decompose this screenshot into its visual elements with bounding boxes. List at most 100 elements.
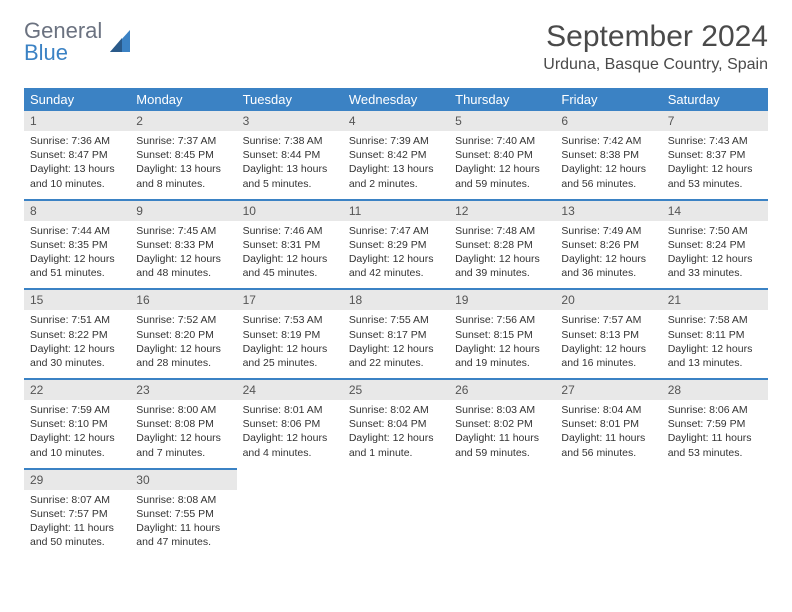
daylight-line1: Daylight: 12 hours — [243, 252, 337, 266]
day-cell: Sunrise: 7:38 AMSunset: 8:44 PMDaylight:… — [237, 131, 343, 200]
daylight-line2: and 59 minutes. — [455, 177, 549, 191]
day-cell — [555, 490, 661, 558]
day-cell: Sunrise: 7:59 AMSunset: 8:10 PMDaylight:… — [24, 400, 130, 469]
daylight-line2: and 33 minutes. — [668, 266, 762, 280]
sunset: Sunset: 8:47 PM — [30, 148, 124, 162]
day-number — [237, 469, 343, 490]
day-cell — [343, 490, 449, 558]
sunset: Sunset: 8:35 PM — [30, 238, 124, 252]
day-number: 18 — [343, 289, 449, 310]
daylight-line2: and 8 minutes. — [136, 177, 230, 191]
title-block: September 2024 Urduna, Basque Country, S… — [543, 20, 768, 74]
sunrise: Sunrise: 8:03 AM — [455, 403, 549, 417]
sunset: Sunset: 8:15 PM — [455, 328, 549, 342]
day-cell: Sunrise: 7:39 AMSunset: 8:42 PMDaylight:… — [343, 131, 449, 200]
weekday-header: Tuesday — [237, 88, 343, 111]
day-data-row: Sunrise: 7:36 AMSunset: 8:47 PMDaylight:… — [24, 131, 768, 200]
day-cell: Sunrise: 8:07 AMSunset: 7:57 PMDaylight:… — [24, 490, 130, 558]
day-number: 22 — [24, 379, 130, 400]
day-cell: Sunrise: 7:53 AMSunset: 8:19 PMDaylight:… — [237, 310, 343, 379]
sunrise: Sunrise: 7:42 AM — [561, 134, 655, 148]
daylight-line2: and 48 minutes. — [136, 266, 230, 280]
sunset: Sunset: 8:06 PM — [243, 417, 337, 431]
daylight-line2: and 2 minutes. — [349, 177, 443, 191]
day-number — [343, 469, 449, 490]
daylight-line2: and 19 minutes. — [455, 356, 549, 370]
daylight-line1: Daylight: 11 hours — [136, 521, 230, 535]
daylight-line2: and 25 minutes. — [243, 356, 337, 370]
daylight-line1: Daylight: 12 hours — [30, 431, 124, 445]
day-data-row: Sunrise: 7:51 AMSunset: 8:22 PMDaylight:… — [24, 310, 768, 379]
daylight-line2: and 1 minute. — [349, 446, 443, 460]
sunset: Sunset: 8:44 PM — [243, 148, 337, 162]
daylight-line2: and 30 minutes. — [30, 356, 124, 370]
daylight-line1: Daylight: 13 hours — [349, 162, 443, 176]
day-cell: Sunrise: 7:49 AMSunset: 8:26 PMDaylight:… — [555, 221, 661, 290]
day-number: 5 — [449, 111, 555, 131]
day-cell — [449, 490, 555, 558]
day-number: 25 — [343, 379, 449, 400]
day-cell: Sunrise: 8:03 AMSunset: 8:02 PMDaylight:… — [449, 400, 555, 469]
daylight-line2: and 10 minutes. — [30, 446, 124, 460]
day-cell: Sunrise: 7:58 AMSunset: 8:11 PMDaylight:… — [662, 310, 768, 379]
daylight-line1: Daylight: 12 hours — [668, 342, 762, 356]
day-cell — [237, 490, 343, 558]
sunrise: Sunrise: 7:38 AM — [243, 134, 337, 148]
daylight-line1: Daylight: 13 hours — [136, 162, 230, 176]
daylight-line1: Daylight: 12 hours — [561, 252, 655, 266]
day-number: 17 — [237, 289, 343, 310]
day-number: 9 — [130, 200, 236, 221]
daylight-line2: and 45 minutes. — [243, 266, 337, 280]
daylight-line2: and 50 minutes. — [30, 535, 124, 549]
sunrise: Sunrise: 7:58 AM — [668, 313, 762, 327]
day-number-row: 15161718192021 — [24, 289, 768, 310]
sunset: Sunset: 7:57 PM — [30, 507, 124, 521]
day-cell: Sunrise: 8:04 AMSunset: 8:01 PMDaylight:… — [555, 400, 661, 469]
day-cell: Sunrise: 7:44 AMSunset: 8:35 PMDaylight:… — [24, 221, 130, 290]
daylight-line2: and 22 minutes. — [349, 356, 443, 370]
day-cell: Sunrise: 7:42 AMSunset: 8:38 PMDaylight:… — [555, 131, 661, 200]
day-number: 1 — [24, 111, 130, 131]
daylight-line1: Daylight: 12 hours — [243, 431, 337, 445]
day-number — [449, 469, 555, 490]
daylight-line1: Daylight: 12 hours — [30, 342, 124, 356]
daylight-line2: and 5 minutes. — [243, 177, 337, 191]
daylight-line1: Daylight: 13 hours — [243, 162, 337, 176]
day-cell: Sunrise: 7:55 AMSunset: 8:17 PMDaylight:… — [343, 310, 449, 379]
sunset: Sunset: 8:20 PM — [136, 328, 230, 342]
daylight-line1: Daylight: 12 hours — [455, 162, 549, 176]
daylight-line1: Daylight: 11 hours — [561, 431, 655, 445]
day-number: 12 — [449, 200, 555, 221]
daylight-line2: and 51 minutes. — [30, 266, 124, 280]
day-number: 4 — [343, 111, 449, 131]
weekday-header: Saturday — [662, 88, 768, 111]
daylight-line1: Daylight: 12 hours — [561, 162, 655, 176]
day-number: 14 — [662, 200, 768, 221]
day-number: 8 — [24, 200, 130, 221]
daylight-line2: and 42 minutes. — [349, 266, 443, 280]
logo: General Blue — [24, 20, 134, 64]
day-data-row: Sunrise: 7:59 AMSunset: 8:10 PMDaylight:… — [24, 400, 768, 469]
brand-line1: General — [24, 20, 102, 42]
sunrise: Sunrise: 8:02 AM — [349, 403, 443, 417]
daylight-line2: and 59 minutes. — [455, 446, 549, 460]
daylight-line2: and 16 minutes. — [561, 356, 655, 370]
day-number: 23 — [130, 379, 236, 400]
sunrise: Sunrise: 7:51 AM — [30, 313, 124, 327]
daylight-line2: and 28 minutes. — [136, 356, 230, 370]
daylight-line1: Daylight: 12 hours — [136, 252, 230, 266]
weekday-header: Sunday — [24, 88, 130, 111]
daylight-line2: and 10 minutes. — [30, 177, 124, 191]
daylight-line1: Daylight: 11 hours — [455, 431, 549, 445]
day-number: 26 — [449, 379, 555, 400]
sunrise: Sunrise: 7:52 AM — [136, 313, 230, 327]
day-number: 27 — [555, 379, 661, 400]
day-cell: Sunrise: 7:52 AMSunset: 8:20 PMDaylight:… — [130, 310, 236, 379]
daylight-line1: Daylight: 11 hours — [30, 521, 124, 535]
daylight-line1: Daylight: 12 hours — [668, 252, 762, 266]
sunset: Sunset: 7:55 PM — [136, 507, 230, 521]
sunrise: Sunrise: 7:48 AM — [455, 224, 549, 238]
sunrise: Sunrise: 7:47 AM — [349, 224, 443, 238]
day-number: 19 — [449, 289, 555, 310]
sunset: Sunset: 8:29 PM — [349, 238, 443, 252]
